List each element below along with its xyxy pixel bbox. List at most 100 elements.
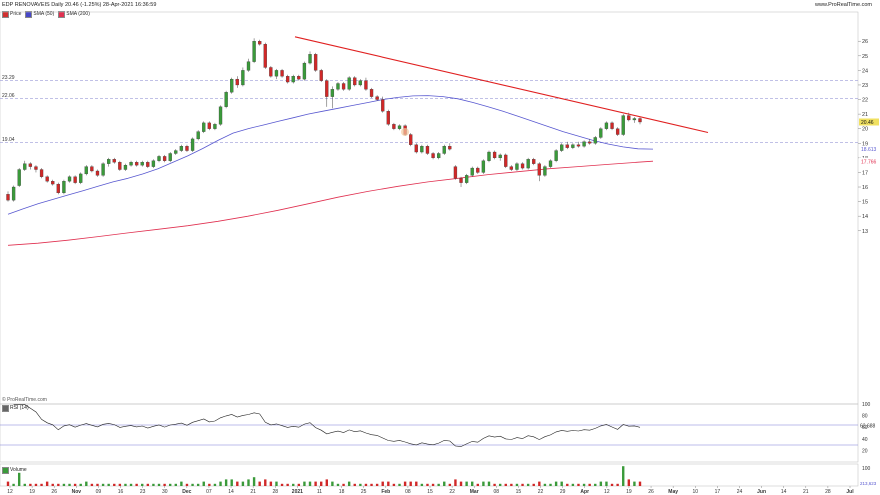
rsi-panel-label[interactable]: RSI (14)	[2, 404, 29, 412]
candle-body	[386, 111, 390, 125]
volume-bar	[498, 483, 502, 486]
x-tick-label: 12	[604, 489, 610, 495]
volume-bar	[409, 481, 412, 486]
candle-body	[526, 159, 530, 169]
candle-body	[621, 115, 625, 135]
price-tick-label: 19	[862, 141, 868, 147]
candle-body	[364, 80, 368, 90]
volume-bar	[588, 483, 591, 486]
volume-bar	[454, 479, 457, 486]
volume-bar	[185, 483, 189, 486]
volume-label: Volume	[10, 467, 27, 473]
x-tick-label: Apr	[580, 489, 589, 495]
candle-body	[369, 89, 374, 97]
volume-bar	[168, 483, 172, 486]
candle-body	[308, 54, 312, 64]
volume-bar	[157, 483, 161, 486]
candle-body	[414, 144, 418, 153]
volume-bar	[526, 483, 530, 486]
rsi-tick-label: 80	[862, 414, 868, 420]
last-price-tag-bg	[859, 118, 879, 126]
volume-bar	[34, 483, 38, 486]
legend-item-price[interactable]: Price	[2, 10, 21, 18]
volume-bar	[336, 483, 340, 486]
volume-bar	[599, 481, 603, 486]
x-tick-label: 18	[339, 489, 345, 495]
candle-body	[638, 118, 642, 123]
volume-bar	[487, 481, 491, 486]
rsi-tick-label: 100	[862, 402, 871, 408]
x-tick-label: 07	[206, 489, 212, 495]
candle-body	[285, 76, 290, 83]
level-label: 22.06	[2, 93, 15, 99]
candle-body	[325, 80, 329, 97]
candle-body	[213, 124, 217, 129]
candle-body	[263, 43, 267, 68]
candle-body	[218, 106, 223, 125]
volume-bar	[398, 483, 401, 486]
volume-bar	[638, 481, 642, 486]
price-panel-frame	[0, 11, 859, 405]
volume-bar	[12, 483, 15, 486]
candle-body	[56, 183, 60, 194]
volume-bar	[118, 483, 122, 486]
candle-body	[442, 146, 446, 154]
candle-body	[297, 76, 301, 80]
volume-bar	[292, 483, 295, 486]
candle-body	[67, 176, 72, 182]
candle-body	[554, 150, 558, 161]
price-tick-label: 23	[862, 83, 868, 89]
volume-bar	[191, 483, 194, 486]
legend-item-sma50[interactable]: SMA (50)	[25, 10, 54, 18]
legend-swatch-price	[2, 10, 9, 18]
candle-body	[381, 99, 385, 112]
volume-panel-label[interactable]: Volume	[2, 466, 27, 474]
candle-body	[319, 70, 323, 81]
volume-bar	[515, 483, 519, 486]
x-axis: 12 19 26 Nov 09 16 23 30 Dec 07 14 21 28 2021 11 18 25 Fe…	[7, 486, 854, 495]
legend-swatch-sma50	[25, 10, 33, 18]
volume-bar	[437, 483, 440, 486]
candle-body	[79, 173, 83, 183]
candle-body	[543, 166, 547, 176]
volume-bar	[113, 483, 116, 486]
candle-body	[11, 186, 16, 201]
volume-bar	[610, 483, 614, 486]
volume-bar	[124, 483, 127, 486]
candle-body	[302, 62, 307, 80]
sma200-line	[7, 160, 654, 246]
candle-body	[627, 115, 631, 121]
candle-body	[615, 128, 620, 135]
candle-body	[162, 156, 167, 161]
candle-body	[168, 153, 172, 161]
candle-body	[453, 166, 458, 179]
volume-bar	[85, 481, 88, 486]
candle-body	[280, 70, 284, 77]
volume-bar	[264, 479, 267, 486]
candle-body	[123, 164, 128, 170]
x-tick-label: 14	[228, 489, 234, 495]
candle-body	[459, 178, 463, 183]
sma50-line	[7, 95, 654, 215]
candle-body	[487, 151, 491, 161]
rsi-panel-frame	[0, 403, 859, 463]
candle-body	[504, 154, 508, 167]
volume-bar	[146, 483, 150, 486]
candle-body	[190, 138, 195, 151]
volume-bar	[135, 483, 138, 486]
x-tick-label: 29	[560, 489, 566, 495]
candle-body	[45, 176, 49, 182]
volume-bar	[196, 483, 200, 486]
x-tick-label: 15	[516, 489, 522, 495]
candle-body	[509, 166, 514, 170]
volume-bar	[68, 483, 71, 486]
candle-body	[582, 141, 586, 147]
volume-bar	[605, 481, 608, 486]
volume-bar	[96, 483, 99, 486]
candle-body	[207, 122, 211, 129]
legend-item-sma200[interactable]: SMA (200)	[58, 10, 90, 18]
candles	[6, 38, 642, 202]
candle-body	[520, 163, 525, 169]
